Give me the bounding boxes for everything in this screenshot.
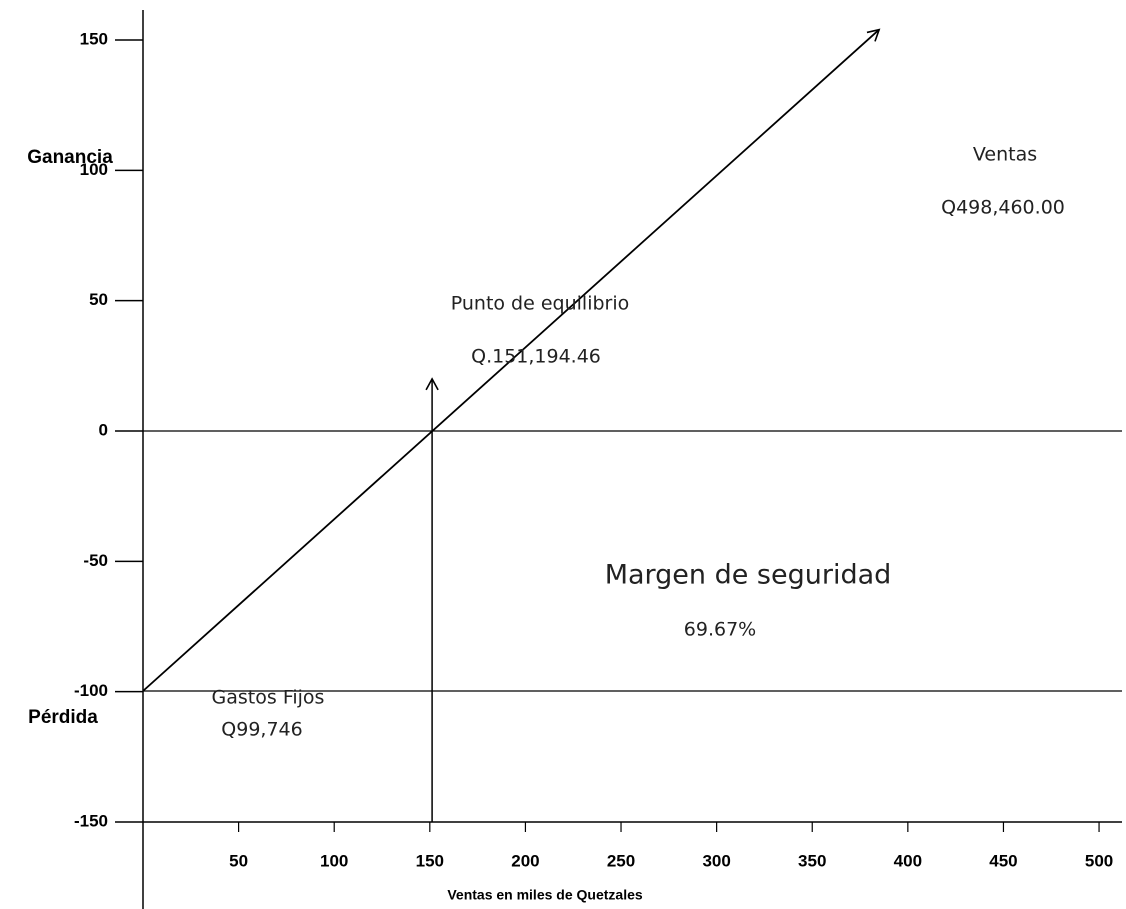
annotation: Q.151,194.46 [471, 346, 601, 368]
x-tick-label: 100 [320, 851, 348, 870]
annotation: 69.67% [684, 619, 756, 641]
annotation: Q498,460.00 [941, 197, 1065, 219]
x-tick-label: 250 [607, 851, 635, 870]
y-top-label: Ganancia [27, 147, 113, 168]
x-axis-label: Ventas en miles de Quetzales [447, 887, 643, 903]
x-tick-label: 200 [511, 851, 539, 870]
y-bottom-label: Pérdida [28, 707, 98, 728]
y-tick-label: 150 [80, 29, 108, 48]
x-tick-label: 400 [894, 851, 922, 870]
y-tick-label: -100 [74, 681, 108, 700]
x-tick-label: 50 [229, 851, 248, 870]
annotation: Gastos Fijos [212, 687, 325, 709]
x-tick-label: 500 [1085, 851, 1113, 870]
annotation: Ventas [973, 144, 1037, 166]
y-tick-label: 0 [99, 420, 108, 439]
x-tick-label: 150 [416, 851, 444, 870]
x-tick-label: 350 [798, 851, 826, 870]
y-tick-label: -150 [74, 811, 108, 830]
y-tick-label: -50 [83, 551, 108, 570]
profit-line [142, 28, 881, 692]
x-tick-label: 450 [989, 851, 1017, 870]
y-tick-label: 50 [89, 290, 108, 309]
annotation: Punto de equilibrio [451, 293, 630, 315]
annotation: Margen de seguridad [605, 560, 892, 591]
annotation: Q99,746 [221, 719, 302, 741]
y-tick-label: 100 [80, 160, 108, 179]
x-tick-label: 300 [702, 851, 730, 870]
